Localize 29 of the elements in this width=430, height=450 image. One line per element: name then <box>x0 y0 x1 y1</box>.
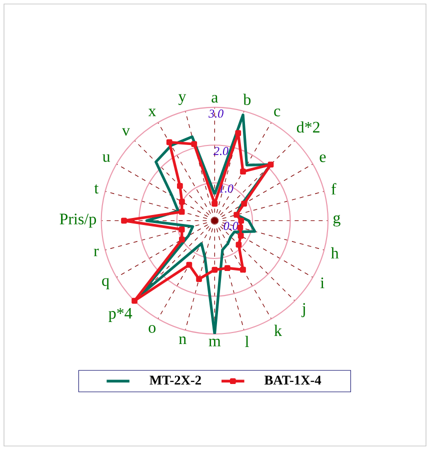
spoke-label: v <box>122 128 130 136</box>
spoke-label: j <box>301 303 305 318</box>
y-tick-label: 3.0 <box>208 110 224 118</box>
spoke-label: a <box>212 94 218 103</box>
spoke-label: o <box>148 325 156 333</box>
spoke-label: q <box>102 278 110 290</box>
spoke-label: d*2 <box>296 121 320 133</box>
spoke-label: p*4 <box>108 308 132 322</box>
spoke-label: f <box>331 183 336 194</box>
y-tick-label: 0.0 <box>224 222 238 230</box>
y-tick-label: 2.0 <box>214 147 228 156</box>
spoke-label: n <box>179 336 186 344</box>
spoke-label: e <box>320 154 326 162</box>
legend-label: MT-2X-2 <box>150 376 201 385</box>
spoke-label: g <box>333 214 340 226</box>
spoke-label: l <box>245 336 249 347</box>
spoke-label: b <box>243 94 251 105</box>
spoke-label: x <box>148 108 156 116</box>
spoke-label: u <box>102 154 110 162</box>
spoke-label: y <box>178 94 186 105</box>
spoke-label: h <box>330 247 339 258</box>
spoke-label: k <box>274 324 282 336</box>
spoke-label: Pris/p <box>60 214 96 228</box>
spoke-label: m <box>208 338 221 346</box>
spoke-label: i <box>320 278 324 288</box>
spoke-label: c <box>274 108 280 116</box>
spoke-label: t <box>94 184 99 194</box>
legend-label: BAT-1X-4 <box>264 376 322 385</box>
spoke-label: r <box>94 248 99 256</box>
